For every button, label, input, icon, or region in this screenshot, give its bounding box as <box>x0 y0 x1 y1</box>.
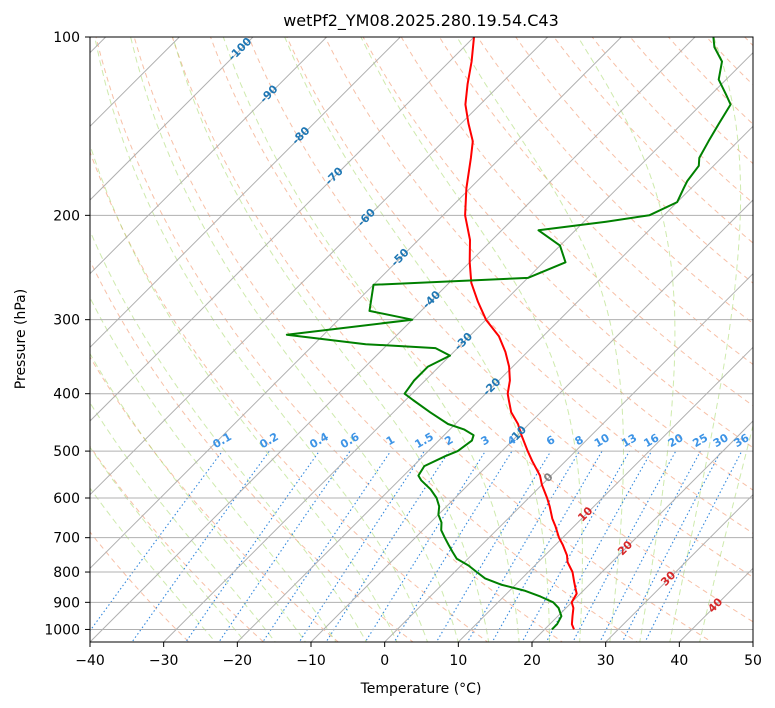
x-tick-label: 50 <box>744 653 762 669</box>
isotherm-gridline <box>604 493 753 642</box>
mixing-ratio-line <box>185 450 320 642</box>
isotherm-gridline <box>383 272 753 642</box>
x-tick-label: 20 <box>523 653 541 669</box>
moist-adiabat <box>90 352 307 642</box>
chart-title: wetPf2_YM08.2025.280.19.54.C43 <box>283 11 559 31</box>
y-axis-title: Pressure (hPa) <box>13 289 29 389</box>
x-tick-label: 30 <box>597 653 615 669</box>
y-axis-ticks: 100 200 300 400 500 600 700 800 900 1000 <box>44 30 90 638</box>
temperature-profile <box>464 37 578 630</box>
y-tick-label: 200 <box>53 208 80 224</box>
isotherm-gridline <box>90 37 622 570</box>
isotherm-gridline <box>531 420 753 642</box>
dry-adiabat <box>362 37 753 449</box>
mixing-ratio-line <box>298 450 425 642</box>
x-tick-label: 0 <box>380 653 389 669</box>
mixing-ratio-line <box>218 450 351 642</box>
y-tick-label: 900 <box>53 595 80 611</box>
dry-adiabat <box>90 445 265 642</box>
isotherm-gridline <box>90 37 549 496</box>
moist-adiabat <box>669 37 742 642</box>
mixing-ratio-line <box>435 450 552 642</box>
y-tick-label: 700 <box>53 531 80 547</box>
mixing-ratio-line <box>466 450 580 642</box>
mixing-ratio-line <box>644 450 743 642</box>
x-tick-label: −10 <box>296 653 326 669</box>
x-tick-label: 10 <box>449 653 467 669</box>
dry-adiabat <box>90 259 414 642</box>
dewpoint-profile <box>285 37 732 631</box>
y-tick-label: 100 <box>53 30 80 46</box>
y-tick-label: 800 <box>53 565 80 581</box>
dry-adiabat <box>324 37 753 491</box>
moist-adiabat <box>222 37 520 642</box>
x-tick-label: −30 <box>149 653 179 669</box>
mixing-ratio-line <box>545 450 653 642</box>
x-tick-label: −40 <box>75 653 105 669</box>
x-axis-title: Temperature (°C) <box>360 681 482 697</box>
dry-adiabat <box>95 37 564 642</box>
dry-adiabat <box>629 37 753 165</box>
x-tick-label: −20 <box>223 653 253 669</box>
y-tick-label: 600 <box>53 491 80 507</box>
x-axis-ticks: −40 −30 −20 −10 0 10 20 30 40 50 <box>75 642 762 669</box>
dry-adiabat <box>438 37 753 366</box>
dry-adiabat <box>171 37 713 642</box>
isotherm-gridline <box>90 37 328 275</box>
isotherm-gridline <box>90 37 475 422</box>
plot-area <box>90 37 753 642</box>
moist-adiabat <box>456 37 625 642</box>
y-tick-label: 1000 <box>44 622 80 638</box>
y-tick-label: 500 <box>53 444 80 460</box>
plot-frame <box>89 36 754 643</box>
moist-adiabat <box>284 37 550 642</box>
isotherm-gridline <box>90 37 254 201</box>
dry-adiabat <box>286 37 753 534</box>
isotherm-gridline <box>236 125 753 642</box>
moist-adiabat <box>360 37 583 642</box>
isotherm-gridline <box>310 199 753 642</box>
isotherm-gridline <box>162 51 753 642</box>
mixing-ratio-line <box>131 450 270 642</box>
mixing-ratio-line <box>262 450 392 642</box>
mixing-ratio-line <box>491 450 603 642</box>
dry-adiabat <box>90 150 489 642</box>
moist-adiabat <box>577 37 676 642</box>
x-tick-label: 40 <box>670 653 688 669</box>
isotherm-gridline <box>90 37 401 349</box>
y-tick-label: 300 <box>53 313 80 329</box>
y-tick-label: 400 <box>53 387 80 403</box>
isotherm-gridline <box>457 346 753 642</box>
